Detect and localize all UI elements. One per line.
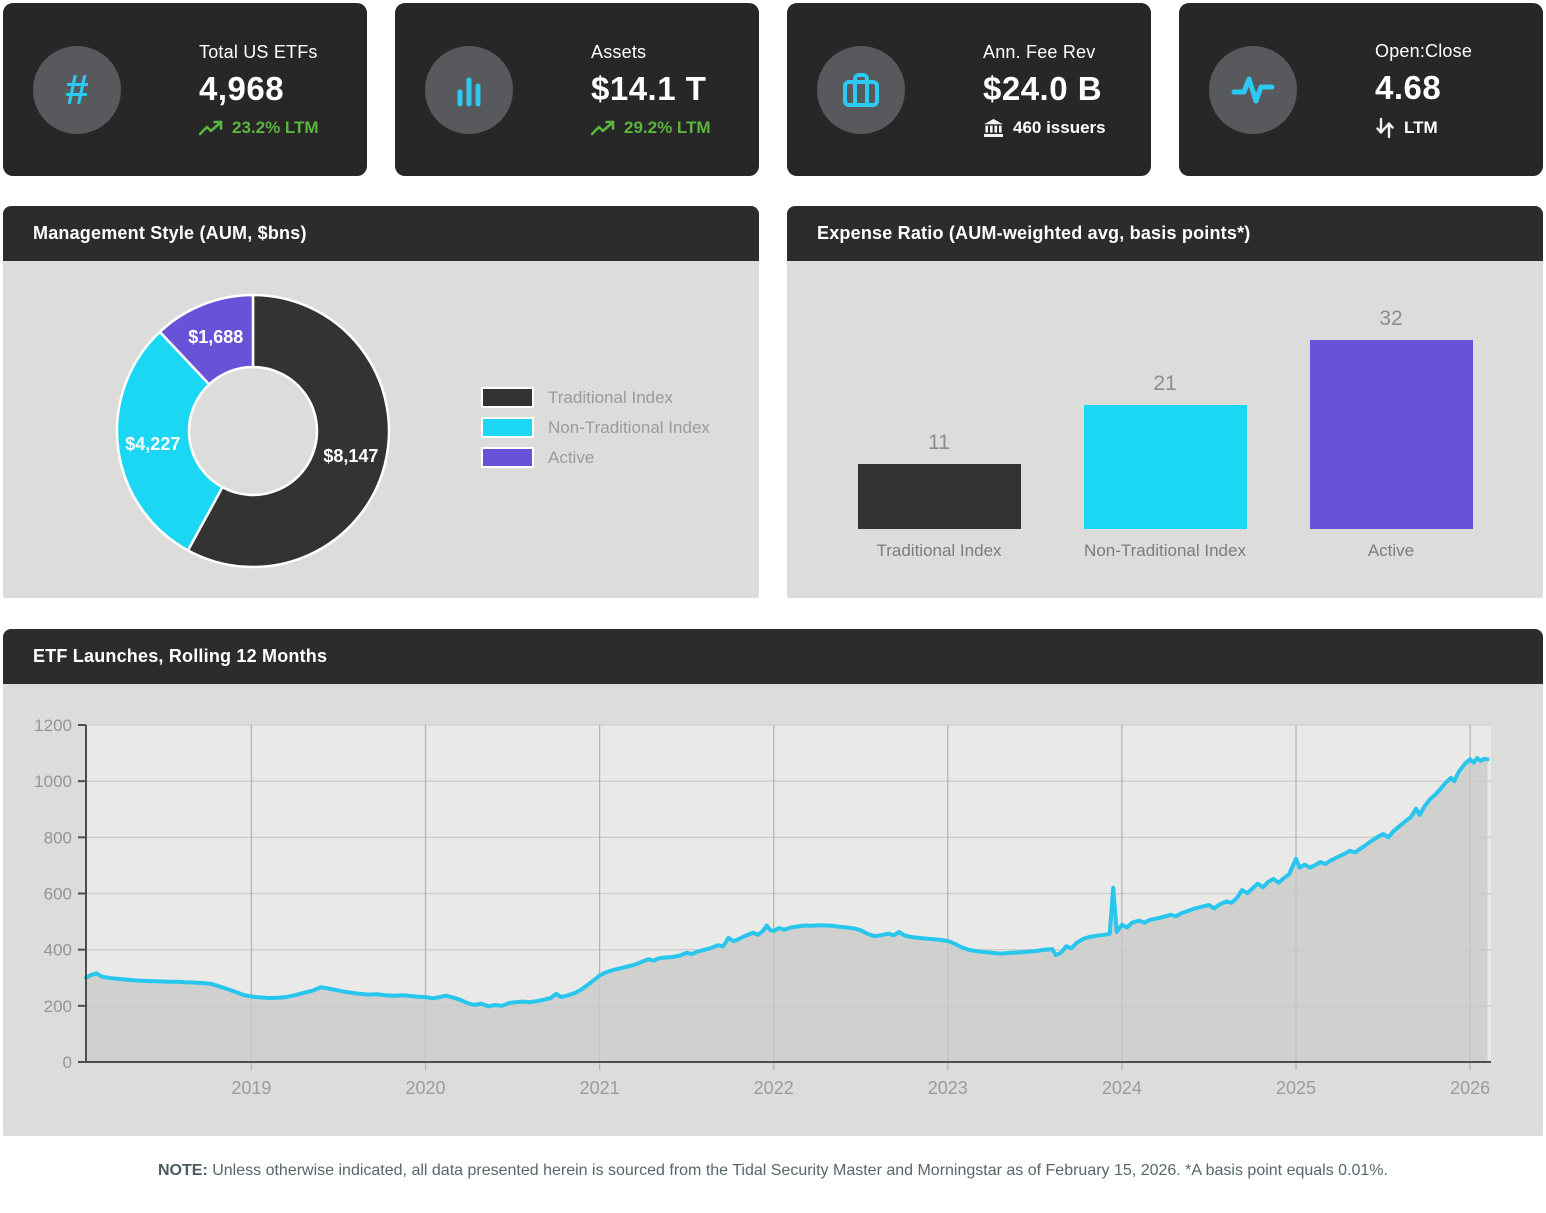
legend-item-active: Active bbox=[481, 447, 710, 468]
bar-value-label: 21 bbox=[1153, 372, 1177, 395]
panel-title: Management Style (AUM, $bns) bbox=[3, 206, 759, 261]
bar-value-label: 32 bbox=[1379, 307, 1403, 330]
bar-traditional-index: 11 Traditional Index bbox=[826, 261, 1052, 561]
legend-swatch bbox=[481, 447, 534, 468]
legend-swatch bbox=[481, 417, 534, 438]
donut-chart-svg: $8,147 $4,227 $1,688 bbox=[115, 293, 391, 569]
svg-text:$1,688: $1,688 bbox=[188, 327, 243, 347]
footnote-text: Unless otherwise indicated, all data pre… bbox=[207, 1162, 1388, 1179]
legend-item-non-traditional-index: Non-Traditional Index bbox=[481, 417, 710, 438]
kpi-card-total-us-etfs: # Total US ETFs 4,968 23.2% LTM bbox=[3, 3, 367, 176]
bar-non-traditional-index: 21 Non-Traditional Index bbox=[1052, 261, 1278, 561]
bar-rect bbox=[857, 464, 1021, 529]
legend-label: Active bbox=[548, 447, 595, 467]
kpi-card-assets: Assets $14.1 T 29.2% LTM bbox=[395, 3, 759, 176]
kpi-subtext: 29.2% LTM bbox=[591, 118, 711, 138]
donut-chart-area: $8,147 $4,227 $1,688 Traditional Index Non… bbox=[3, 261, 759, 598]
bar-category-label: Traditional Index bbox=[876, 541, 1002, 560]
activity-icon bbox=[1231, 76, 1275, 103]
hash-icon: # bbox=[65, 65, 89, 113]
svg-text:200: 200 bbox=[44, 997, 72, 1016]
expense-ratio-panel: Expense Ratio (AUM-weighted avg, basis p… bbox=[787, 206, 1543, 598]
svg-text:2025: 2025 bbox=[1276, 1078, 1316, 1098]
svg-text:1200: 1200 bbox=[34, 716, 72, 735]
svg-text:2022: 2022 bbox=[754, 1078, 794, 1098]
line-chart-area: 0 200 400 600 800 1000 1200 2019 2020 2021 2022 202… bbox=[3, 684, 1543, 1136]
trending-up-icon bbox=[199, 120, 223, 135]
kpi-icon-circle bbox=[1209, 45, 1297, 134]
bar-category-label: Non-Traditional Index bbox=[1084, 541, 1246, 560]
bar-rect bbox=[1309, 340, 1473, 529]
svg-text:2021: 2021 bbox=[580, 1078, 620, 1098]
bar-chart-icon bbox=[457, 77, 481, 106]
briefcase-icon bbox=[843, 72, 879, 107]
kpi-row: # Total US ETFs 4,968 23.2% LTM bbox=[3, 3, 1543, 176]
svg-text:2020: 2020 bbox=[405, 1078, 445, 1098]
management-style-panel: Management Style (AUM, $bns) $8,147 $4,22… bbox=[3, 206, 759, 598]
svg-text:$8,147: $8,147 bbox=[323, 446, 378, 466]
kpi-icon-circle bbox=[425, 45, 513, 134]
svg-text:1000: 1000 bbox=[34, 772, 72, 791]
kpi-subtext: LTM bbox=[1375, 117, 1472, 139]
svg-text:2019: 2019 bbox=[231, 1078, 271, 1098]
footnote-label: NOTE: bbox=[158, 1162, 208, 1179]
kpi-title: Ann. Fee Rev bbox=[983, 41, 1096, 62]
svg-text:2024: 2024 bbox=[1102, 1078, 1142, 1098]
panel-title: Expense Ratio (AUM-weighted avg, basis p… bbox=[787, 206, 1543, 261]
kpi-card-open-close: Open:Close 4.68 LTM bbox=[1179, 3, 1543, 176]
svg-text:$4,227: $4,227 bbox=[125, 434, 180, 454]
kpi-title: Total US ETFs bbox=[199, 41, 318, 62]
kpi-subtext: 460 issuers bbox=[983, 118, 1106, 138]
panel-title: ETF Launches, Rolling 12 Months bbox=[3, 629, 1543, 684]
bank-icon bbox=[984, 118, 1003, 137]
arrows-up-down-icon bbox=[1376, 117, 1394, 138]
bar-rect bbox=[1083, 405, 1247, 529]
svg-text:0: 0 bbox=[63, 1053, 72, 1072]
kpi-icon-circle bbox=[817, 45, 905, 134]
middle-panels-row: Management Style (AUM, $bns) $8,147 $4,22… bbox=[3, 206, 1543, 598]
legend-label: Traditional Index bbox=[548, 387, 674, 407]
legend-label: Non-Traditional Index bbox=[548, 417, 710, 437]
svg-text:600: 600 bbox=[44, 885, 72, 904]
bar-chart-area: 11 Traditional Index 21 Non-Traditional … bbox=[787, 261, 1543, 598]
etf-launches-panel: ETF Launches, Rolling 12 Months 0 200 400 6… bbox=[3, 629, 1543, 1136]
kpi-icon-circle: # bbox=[33, 45, 121, 134]
donut-legend: Traditional Index Non-Traditional Index … bbox=[481, 387, 710, 468]
bar-value-label: 11 bbox=[928, 431, 950, 454]
svg-text:400: 400 bbox=[44, 941, 72, 960]
kpi-title: Assets bbox=[591, 41, 647, 62]
kpi-title: Open:Close bbox=[1375, 40, 1473, 61]
legend-swatch bbox=[481, 387, 534, 408]
kpi-value: 4.68 bbox=[1375, 68, 1442, 106]
kpi-value: 4,968 bbox=[199, 69, 285, 107]
bar-category-label: Active bbox=[1367, 541, 1415, 560]
bar-active: 32 Active bbox=[1278, 261, 1504, 561]
footnote: NOTE: Unless otherwise indicated, all da… bbox=[3, 1162, 1543, 1196]
svg-text:800: 800 bbox=[44, 828, 72, 847]
kpi-value: $14.1 T bbox=[591, 69, 707, 107]
svg-text:2023: 2023 bbox=[928, 1078, 968, 1098]
legend-item-traditional-index: Traditional Index bbox=[481, 387, 710, 408]
kpi-value: $24.0 B bbox=[983, 69, 1103, 107]
bar-chart: 11 Traditional Index 21 Non-Traditional … bbox=[787, 261, 1543, 561]
trending-up-icon bbox=[591, 120, 615, 135]
line-chart-svg: 0 200 400 600 800 1000 1200 2019 2020 2021 2022 202… bbox=[34, 716, 1491, 1098]
kpi-card-ann-fee-rev: Ann. Fee Rev $24.0 B 460 issuers bbox=[787, 3, 1151, 176]
kpi-subtext: 23.2% LTM bbox=[199, 118, 319, 138]
svg-text:2026: 2026 bbox=[1450, 1078, 1490, 1098]
